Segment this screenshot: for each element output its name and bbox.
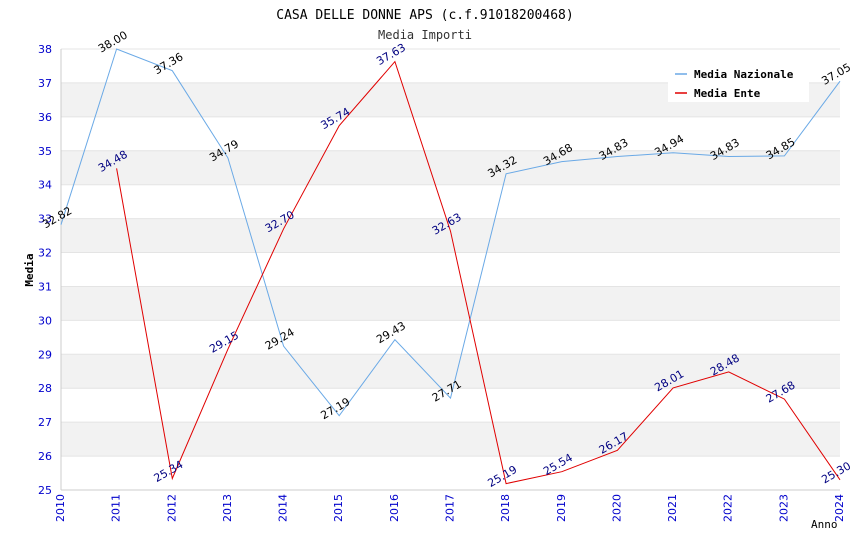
- x-tick-label: 2020: [610, 494, 623, 522]
- x-tick-label: 2017: [444, 494, 457, 522]
- data-label: 29.24: [263, 326, 297, 353]
- data-label: 25.30: [819, 459, 850, 486]
- x-tick-label: 2023: [777, 494, 790, 522]
- grid-band: [61, 286, 840, 321]
- legend-label-media-ente: Media Ente: [694, 87, 761, 100]
- x-tick-label: 2021: [666, 494, 679, 522]
- y-tick-label: 37: [38, 77, 52, 90]
- grid-band: [61, 354, 840, 389]
- x-axis-label: Anno: [811, 518, 838, 531]
- series-line-media-ente: [116, 60, 841, 485]
- y-tick-labels: 25 26 27 28 29 30 31 32 33 34 35 36 37 38: [38, 43, 52, 497]
- grid-bands: [61, 82, 840, 457]
- y-tick-label: 31: [38, 280, 52, 293]
- y-tick-label: 34: [38, 179, 52, 192]
- data-label: 29.15: [207, 329, 241, 356]
- y-tick-label: 35: [38, 145, 52, 158]
- x-tick-label: 2013: [221, 494, 234, 522]
- x-tick-label: 2010: [54, 494, 67, 522]
- chart-subtitle: Media Importi: [378, 28, 472, 42]
- y-tick-label: 32: [38, 247, 52, 260]
- data-label: 37.63: [374, 41, 408, 68]
- y-tick-label: 36: [38, 111, 52, 124]
- grid-band: [61, 150, 840, 185]
- series-line-media-nazionale: [60, 48, 841, 417]
- x-tick-labels: 2010 2011 2012 2013 2014 2015 2016 2017 2018 2019…: [54, 494, 846, 522]
- chart-title: CASA DELLE DONNE APS (c.f.91018200468): [276, 8, 573, 23]
- grid-band: [61, 422, 840, 457]
- x-tick-label: 2022: [722, 494, 735, 522]
- x-tick-label: 2019: [555, 494, 568, 522]
- series-lines: [60, 48, 841, 485]
- grid-band: [61, 218, 840, 253]
- legend: Media Nazionale Media Ente: [668, 59, 809, 102]
- y-tick-label: 29: [38, 348, 52, 361]
- x-tick-label: 2024: [833, 494, 846, 522]
- x-tick-label: 2014: [277, 494, 290, 522]
- y-tick-label: 33: [38, 213, 52, 226]
- x-tick-label: 2016: [388, 494, 401, 522]
- data-label: 25.34: [152, 458, 186, 485]
- x-tick-label: 2011: [110, 494, 123, 522]
- legend-box: [668, 59, 809, 102]
- y-tick-label: 38: [38, 43, 52, 56]
- y-tick-label: 30: [38, 314, 52, 327]
- y-tick-label: 27: [38, 416, 52, 429]
- y-tick-label: 28: [38, 382, 52, 395]
- y-axis-label: Media: [23, 253, 36, 286]
- data-label: 29.43: [374, 319, 408, 346]
- y-tick-label: 25: [38, 484, 52, 497]
- data-label: 38.00: [96, 28, 130, 55]
- data-label: 37.36: [152, 50, 186, 77]
- legend-label-media-nazionale: Media Nazionale: [694, 68, 794, 81]
- y-tick-label: 26: [38, 450, 52, 463]
- x-tick-label: 2015: [332, 494, 345, 522]
- x-tick-label: 2018: [499, 494, 512, 522]
- data-label: 27.19: [319, 395, 353, 422]
- x-tick-label: 2012: [165, 494, 178, 522]
